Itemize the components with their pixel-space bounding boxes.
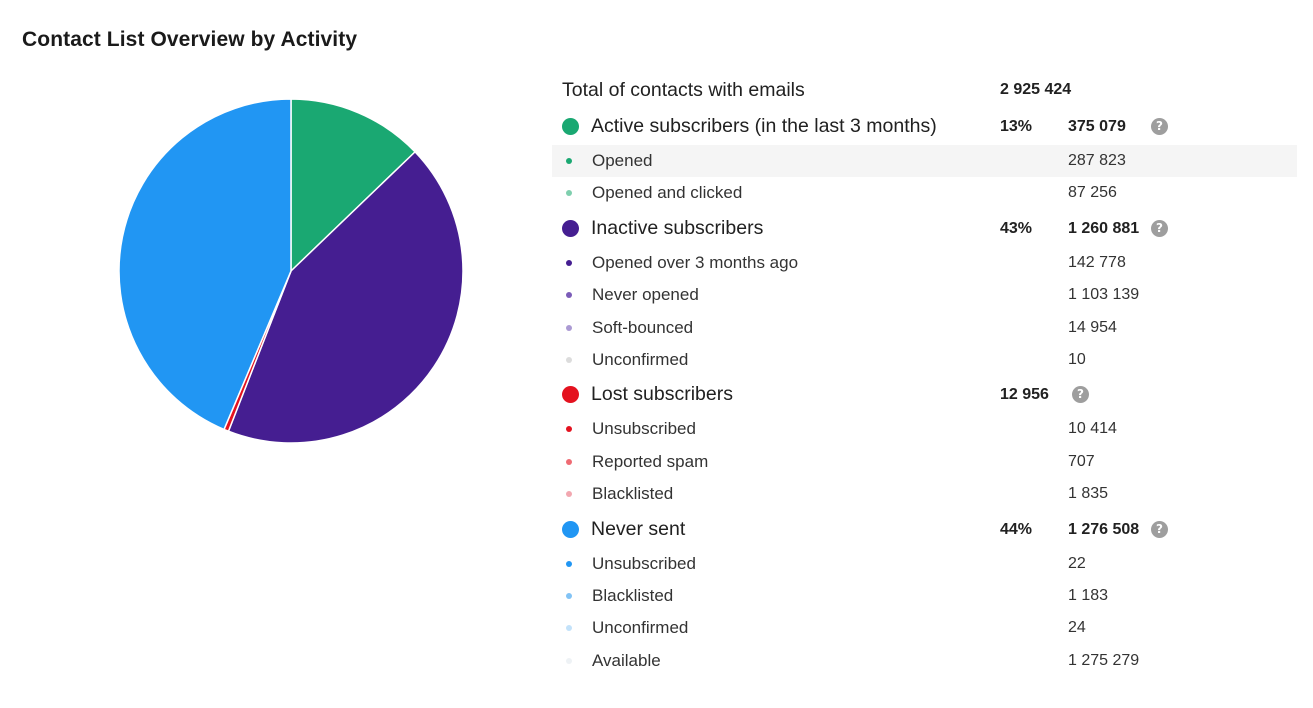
sub-color-dot [566, 190, 572, 197]
group-label: Inactive subscribers [591, 216, 764, 239]
sub-label: Unconfirmed [592, 618, 689, 638]
pie-chart-svg [118, 98, 464, 444]
sub-value: 22 [1068, 554, 1086, 572]
sub-label: Blacklisted [592, 585, 674, 605]
group-color-dot [562, 219, 579, 237]
sub-color-dot [566, 560, 572, 567]
sub-label: Unsubscribed [592, 553, 696, 573]
sub-color-dot [566, 625, 572, 632]
sub-color-dot [566, 292, 572, 299]
sub-row-blacklisted: Blacklisted 1 183 [552, 580, 1297, 612]
sub-row-reported-spam: Reported spam 707 [552, 446, 1297, 478]
sub-label: Reported spam [592, 451, 709, 471]
sub-label: Unconfirmed [592, 349, 689, 369]
sub-label: Available [592, 650, 661, 670]
help-icon[interactable]: ? [1151, 219, 1168, 237]
sub-row-unconfirmed: Unconfirmed 24 [552, 612, 1297, 644]
sub-label: Blacklisted [592, 484, 674, 504]
total-value: 2 925 424 [1000, 81, 1072, 98]
sub-value: 707 [1068, 452, 1095, 470]
sub-value: 10 [1068, 350, 1086, 368]
sub-row-unconfirmed: Unconfirmed 10 [552, 344, 1297, 376]
sub-color-dot [566, 426, 572, 433]
sub-row-available: Available 1 275 279 [552, 645, 1297, 677]
sub-color-dot [566, 657, 572, 664]
activity-legend-table: Total of contacts with emails 2 925 424 … [552, 72, 1297, 677]
sub-row-unsubscribed: Unsubscribed 22 [552, 548, 1297, 580]
sub-color-dot [566, 491, 572, 498]
sub-row-blacklisted: Blacklisted 1 835 [552, 478, 1297, 510]
group-color-dot [562, 386, 579, 404]
group-row-never-sent: Never sent 44% 1 276 508? [552, 511, 1297, 548]
sub-row-never-opened: Never opened 1 103 139 [552, 279, 1297, 311]
sub-color-dot [566, 592, 572, 599]
page-title: Contact List Overview by Activity [22, 28, 358, 51]
sub-value: 1 275 279 [1068, 651, 1140, 669]
group-row-active-subscribers-in-the-last-3-months: Active subscribers (in the last 3 months… [552, 108, 1297, 145]
sub-row-opened-over-3-months-ago: Opened over 3 months ago 142 778 [552, 247, 1297, 279]
group-label: Never sent [591, 517, 686, 540]
group-percent: 44% [1000, 520, 1033, 538]
sub-label: Opened over 3 months ago [592, 252, 799, 272]
total-label: Total of contacts with emails [562, 79, 805, 101]
help-icon[interactable]: ? [1151, 118, 1168, 135]
group-color-dot [562, 520, 579, 538]
sub-value: 24 [1068, 619, 1086, 637]
sub-label: Unsubscribed [592, 419, 696, 439]
sub-label: Never opened [592, 285, 699, 305]
sub-row-opened: Opened 287 823 [552, 145, 1297, 178]
group-percent: 43% [1000, 219, 1033, 237]
sub-value: 287 823 [1068, 152, 1126, 169]
sub-value: 142 778 [1068, 253, 1126, 271]
sub-label: Soft-bounced [592, 317, 694, 337]
group-value: 375 079 [1068, 118, 1126, 135]
group-label: Lost subscribers [591, 383, 733, 406]
sub-row-unsubscribed: Unsubscribed 10 414 [552, 413, 1297, 445]
sub-color-dot [566, 458, 572, 465]
group-percent: 13% [1000, 118, 1033, 135]
sub-value: 14 954 [1068, 318, 1117, 336]
sub-label: Opened and clicked [592, 183, 743, 203]
sub-color-dot [566, 324, 572, 331]
sub-value: 87 256 [1068, 184, 1117, 202]
sub-row-opened-and-clicked: Opened and clicked 87 256 [552, 177, 1297, 209]
pie-slice-never-sent[interactable] [118, 98, 292, 431]
total-row: Total of contacts with emails 2 925 424 [552, 72, 1297, 108]
pie-chart [118, 98, 464, 444]
group-row-lost-subscribers: Lost subscribers 12 956? [552, 376, 1297, 413]
sub-color-dot [566, 356, 572, 363]
sub-value: 1 183 [1068, 586, 1109, 604]
sub-color-dot [566, 158, 572, 164]
group-label: Active subscribers (in the last 3 months… [591, 115, 937, 137]
group-color-dot [562, 118, 579, 135]
sub-label: Opened [592, 151, 653, 170]
pie-slice-active-subscribers-in-the-last-3-months[interactable] [290, 98, 416, 272]
group-row-inactive-subscribers: Inactive subscribers 43% 1 260 881? [552, 210, 1297, 247]
sub-color-dot [566, 259, 572, 266]
pie-slice-inactive-subscribers[interactable] [227, 151, 464, 444]
sub-value: 10 414 [1068, 420, 1117, 438]
sub-value: 1 103 139 [1068, 286, 1140, 304]
sub-value: 1 835 [1068, 485, 1109, 503]
group-value: 1 276 508 [1068, 520, 1140, 538]
help-icon[interactable]: ? [1072, 386, 1089, 404]
group-value: 12 956 [1000, 386, 1049, 404]
sub-row-soft-bounced: Soft-bounced 14 954 [552, 312, 1297, 344]
help-icon[interactable]: ? [1151, 520, 1168, 538]
group-value: 1 260 881 [1068, 219, 1140, 237]
